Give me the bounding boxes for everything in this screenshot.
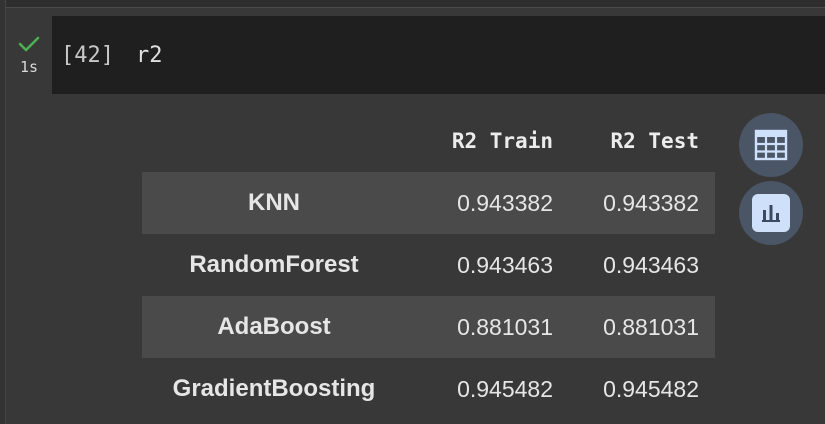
column-header: R2 Train — [451, 129, 553, 153]
cell-r2-test: 0.943463 — [603, 251, 699, 278]
column-header: R2 Test — [610, 129, 699, 153]
cell-run-status[interactable]: 1s — [14, 36, 44, 82]
row-index: RandomForest — [189, 251, 359, 278]
table-icon — [754, 129, 788, 161]
cell-r2-train: 0.881031 — [406, 296, 569, 358]
bar-chart-icon — [752, 194, 790, 232]
code-text[interactable]: r2 — [135, 42, 163, 68]
index-header — [142, 110, 406, 172]
suggest-charts-button[interactable] — [739, 181, 803, 245]
cell-r2-train: 0.943463 — [457, 251, 553, 278]
cell-r2-test: 0.881031 — [569, 296, 715, 358]
cell-r2-train: 0.943382 — [406, 172, 569, 234]
table-row: RandomForest 0.943463 0.943463 — [142, 234, 715, 296]
dataframe-table: R2 Train R2 Test KNN 0.943382 0.943382 R… — [142, 110, 715, 420]
check-icon — [18, 36, 40, 52]
cell-r2-test: 0.943382 — [569, 172, 715, 234]
table-row: KNN 0.943382 0.943382 — [142, 172, 715, 234]
code-cell[interactable]: [42] r2 — [52, 16, 825, 94]
top-strip — [0, 0, 825, 8]
execution-time: 1s — [19, 58, 39, 76]
left-gutter — [0, 0, 6, 424]
cell-r2-train: 0.945482 — [457, 375, 553, 402]
table-header-row: R2 Train R2 Test — [142, 110, 715, 172]
convert-to-interactive-table-button[interactable] — [739, 113, 803, 177]
table-row: GradientBoosting 0.945482 0.945482 — [142, 358, 715, 420]
table-row: AdaBoost 0.881031 0.881031 — [142, 296, 715, 358]
execution-count: [42] — [61, 42, 114, 68]
row-index: KNN — [142, 172, 406, 234]
row-index: GradientBoosting — [172, 375, 376, 402]
cell-r2-test: 0.945482 — [603, 375, 699, 402]
row-index: AdaBoost — [142, 296, 406, 358]
